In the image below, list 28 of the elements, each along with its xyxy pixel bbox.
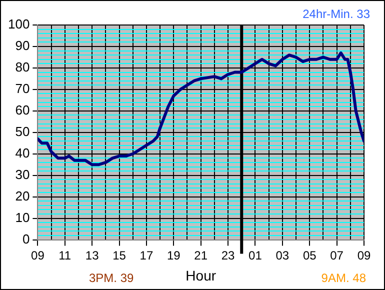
y-tick-label: 50 bbox=[15, 124, 30, 139]
x-tick-label: 11 bbox=[58, 248, 72, 262]
text: 9AM. 48 bbox=[321, 271, 366, 285]
x-tick-label: 01 bbox=[248, 248, 262, 262]
x-tick-label: 19 bbox=[166, 248, 181, 262]
x-tick-label: 03 bbox=[276, 248, 290, 262]
y-tick-label: 90 bbox=[15, 38, 30, 54]
x-tick-label: 13 bbox=[85, 248, 100, 262]
text: 24hr-Min. 33 bbox=[302, 7, 370, 21]
y-tick-label: 100 bbox=[8, 16, 30, 32]
y-tick-label: 60 bbox=[15, 102, 30, 118]
x-tick-label: 07 bbox=[330, 248, 344, 262]
y-tick-label: 70 bbox=[15, 81, 30, 96]
x-tick-label: 23 bbox=[221, 248, 236, 262]
y-tick-label: 0 bbox=[22, 231, 30, 246]
y-tick-label: 20 bbox=[15, 188, 30, 204]
x-axis-title: Hour bbox=[186, 267, 216, 284]
x-tick-label: 21 bbox=[194, 248, 208, 262]
x-tick-label: 05 bbox=[302, 248, 317, 262]
x-tick-label: 17 bbox=[140, 248, 154, 262]
x-tick-label: 09 bbox=[31, 248, 45, 262]
text: 3PM. 39 bbox=[89, 271, 134, 285]
y-tick-label: 30 bbox=[15, 166, 30, 182]
y-tick-label: 80 bbox=[15, 60, 30, 75]
y-tick-label: 10 bbox=[15, 210, 30, 225]
x-tick-label: 09 bbox=[357, 248, 371, 262]
y-tick-label: 40 bbox=[15, 145, 30, 160]
x-tick-label: 15 bbox=[112, 248, 126, 262]
